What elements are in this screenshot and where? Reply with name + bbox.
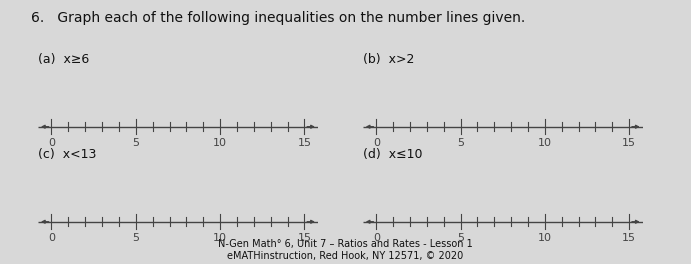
Text: 15: 15: [622, 233, 636, 243]
Text: 10: 10: [213, 233, 227, 243]
Text: 15: 15: [297, 233, 312, 243]
Text: eMATHinstruction, Red Hook, NY 12571, © 2020: eMATHinstruction, Red Hook, NY 12571, © …: [227, 251, 464, 261]
Text: 0: 0: [48, 233, 55, 243]
Text: N-Gen Math° 6, Unit 7 – Ratios and Rates - Lesson 1: N-Gen Math° 6, Unit 7 – Ratios and Rates…: [218, 239, 473, 249]
Text: 10: 10: [538, 233, 552, 243]
Text: 0: 0: [372, 233, 380, 243]
Text: 10: 10: [538, 138, 552, 148]
Text: 5: 5: [457, 233, 464, 243]
Text: (c)  x<13: (c) x<13: [38, 148, 96, 161]
Text: (a)  x≥6: (a) x≥6: [38, 53, 89, 66]
Text: 0: 0: [372, 138, 380, 148]
Text: 5: 5: [132, 138, 140, 148]
Text: (d)  x≤10: (d) x≤10: [363, 148, 422, 161]
Text: (b)  x>2: (b) x>2: [363, 53, 414, 66]
Text: 15: 15: [297, 138, 312, 148]
Text: 6.   Graph each of the following inequalities on the number lines given.: 6. Graph each of the following inequalit…: [31, 11, 525, 25]
Text: 5: 5: [132, 233, 140, 243]
Text: 0: 0: [48, 138, 55, 148]
Text: 10: 10: [213, 138, 227, 148]
Text: 5: 5: [457, 138, 464, 148]
Text: 15: 15: [622, 138, 636, 148]
